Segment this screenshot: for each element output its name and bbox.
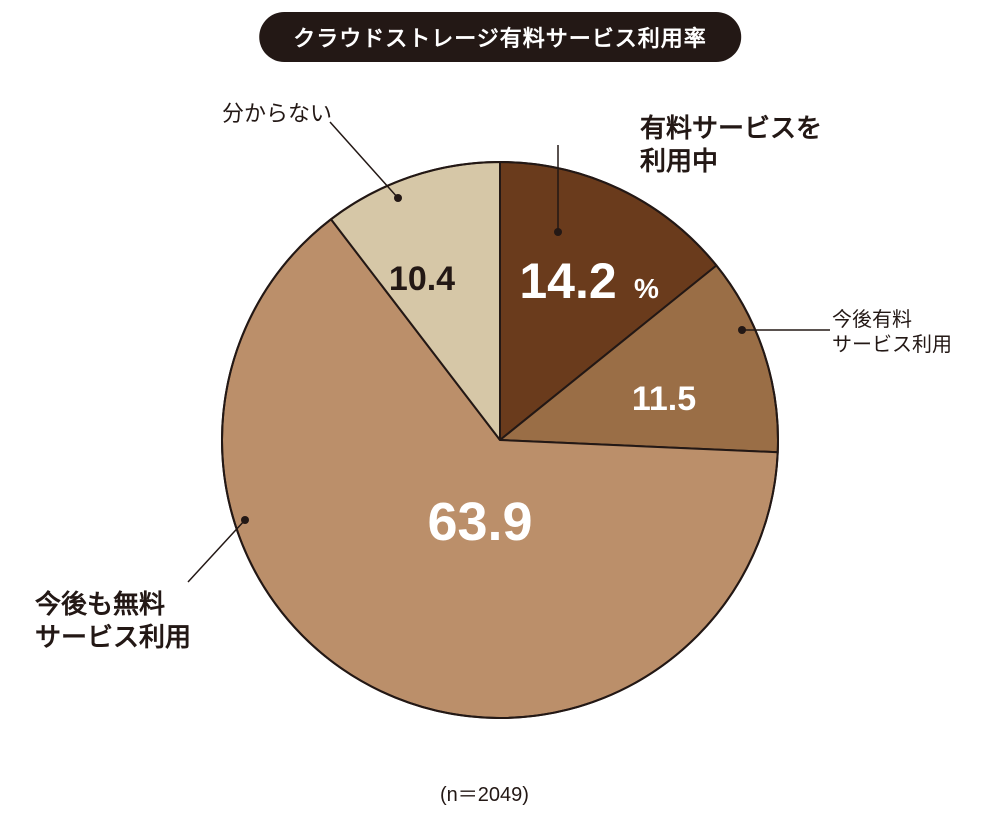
slice-callout-free_future: 今後も無料サービス利用 xyxy=(35,588,191,653)
slice-value-label: 14.2 xyxy=(519,253,616,309)
slice-callout-paid_now: 有料サービスを利用中 xyxy=(640,112,822,177)
leader-dot xyxy=(554,228,562,236)
slice-value-label: 63.9 xyxy=(427,492,532,552)
leader-line xyxy=(330,122,398,198)
leader-dot xyxy=(738,326,746,334)
leader-dot xyxy=(394,194,402,202)
chart-container: クラウドストレージ有料サービス利用率 14.2%11.563.910.4 (n＝… xyxy=(0,0,1000,815)
sample-size-label: (n＝2049) xyxy=(440,778,529,807)
slice-value-label: 10.4 xyxy=(389,260,455,298)
leader-line xyxy=(188,520,245,582)
leader-dot xyxy=(241,516,249,524)
slice-callout-dont_know: 分からない xyxy=(222,100,332,128)
slice-value-suffix: % xyxy=(634,273,659,304)
slice-value-label: 11.5 xyxy=(632,380,696,418)
pie-chart: 14.2% 11.5 63.9 10.4 xyxy=(0,0,1000,815)
slice-callout-paid_future: 今後有料サービス利用 xyxy=(832,308,952,358)
